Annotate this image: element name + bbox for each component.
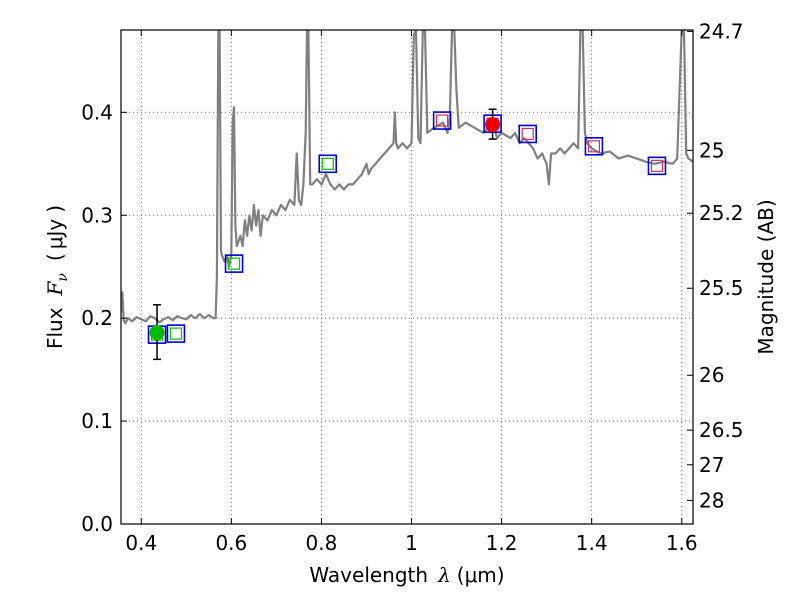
right-tick-label: 27	[699, 453, 724, 477]
plot-frame	[120, 29, 694, 525]
x-tick-label: 1.4	[576, 531, 608, 555]
plot-series	[121, 30, 693, 361]
right-tick-label: 25.5	[699, 276, 744, 300]
model-box	[166, 324, 186, 343]
model-box	[318, 154, 338, 174]
model-box-inner	[521, 127, 534, 141]
model-box	[647, 156, 667, 176]
model-box-inner	[436, 114, 449, 127]
model-box	[518, 124, 538, 144]
x-tick-label: 1.6	[666, 531, 698, 555]
model-box-inner	[587, 140, 601, 153]
axis-ticks: 0.4 0.6 0.8 1 1.2 1.4 1.6 0.0 0.1 0.2 0.3 0.4 24.7 25…	[81, 19, 743, 555]
spectrum-line	[121, 30, 693, 325]
x-tick-label: 1.2	[486, 531, 518, 555]
model-box-inner	[169, 327, 183, 340]
right-tick-label: 28	[699, 488, 724, 512]
x-tick-label: 0.4	[125, 531, 157, 555]
x-tick-label: 0.6	[215, 531, 247, 555]
right-axis-label: Magnitude (AB)	[754, 199, 778, 354]
model-box	[224, 254, 244, 273]
right-tick-label: 26	[699, 363, 724, 387]
y-tick-label: 0.1	[81, 409, 113, 433]
right-tick-label: 25.2	[699, 201, 744, 225]
y-axis-label: FluxFν(μJy)	[43, 205, 71, 349]
right-tick-label: 25	[699, 138, 724, 162]
x-tick-label: 0.8	[306, 531, 338, 555]
model-box	[432, 111, 452, 130]
right-tick-label: 24.7	[699, 19, 744, 43]
y-tick-label: 0.0	[81, 512, 113, 536]
model-box	[584, 136, 604, 156]
observed-point	[485, 117, 501, 133]
model-box-inner	[650, 159, 664, 172]
observed-point	[149, 325, 165, 341]
model-box-inner	[321, 157, 334, 170]
x-axis-label: Wavelength λ (μm)	[309, 563, 504, 587]
model-box-inner	[227, 257, 241, 270]
y-tick-label: 0.3	[81, 203, 113, 227]
right-tick-label: 26.5	[699, 418, 744, 442]
y-tick-label: 0.2	[81, 306, 113, 330]
y-tick-label: 0.4	[81, 100, 113, 124]
x-tick-label: 1	[405, 531, 418, 555]
